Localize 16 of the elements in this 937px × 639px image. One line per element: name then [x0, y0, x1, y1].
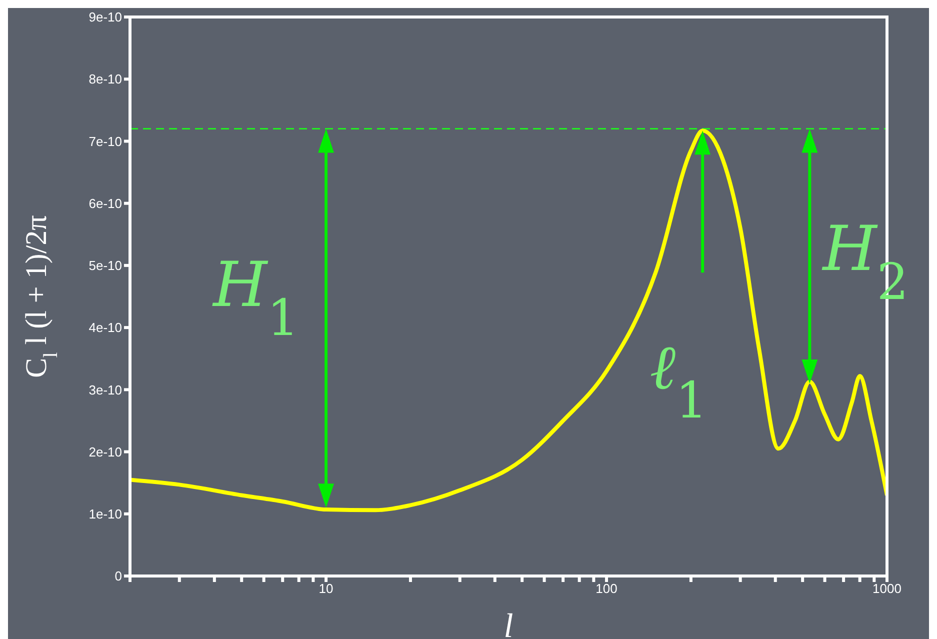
- annotation: H$_{1}$: [212, 248, 299, 348]
- y-tick-label: 4e-10: [88, 320, 122, 336]
- x-tick-label: 100: [596, 581, 618, 596]
- y-tick-label: 9e-10: [88, 10, 122, 25]
- y-tick-label: 3e-10: [88, 382, 122, 398]
- y-tick-label: 2e-10: [88, 444, 122, 460]
- x-tick-label: 10: [318, 581, 334, 596]
- y-tick-label: 0: [114, 568, 122, 584]
- y-tick-label: 6e-10: [88, 196, 122, 211]
- y-tick-label: 7e-10: [88, 134, 122, 149]
- y-tick-label: 8e-10: [88, 72, 122, 87]
- y-tick-label: 5e-10: [88, 258, 122, 274]
- annotation: ℓ$_{1}$: [650, 330, 708, 430]
- x-axis-title: l: [504, 608, 514, 639]
- x-tick-label: 1000: [872, 581, 902, 596]
- y-tick-label: 1e-10: [88, 506, 122, 522]
